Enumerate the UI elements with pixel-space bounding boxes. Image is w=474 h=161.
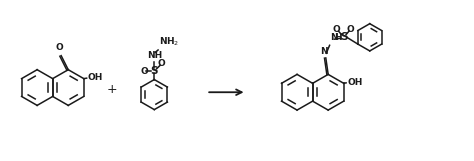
Text: S: S [151, 66, 158, 76]
Text: N: N [330, 33, 338, 42]
Text: N: N [320, 47, 328, 56]
Text: O: O [56, 43, 64, 52]
Text: O: O [347, 25, 355, 34]
Text: S: S [340, 32, 347, 42]
Text: H: H [335, 33, 342, 42]
Text: +: + [107, 83, 117, 96]
Text: NH: NH [146, 51, 162, 60]
Text: O: O [333, 25, 340, 34]
Text: O: O [140, 67, 148, 76]
Text: OH: OH [347, 78, 363, 87]
Text: OH: OH [88, 73, 103, 82]
Text: O: O [158, 59, 166, 68]
Text: NH$_2$: NH$_2$ [159, 35, 179, 48]
